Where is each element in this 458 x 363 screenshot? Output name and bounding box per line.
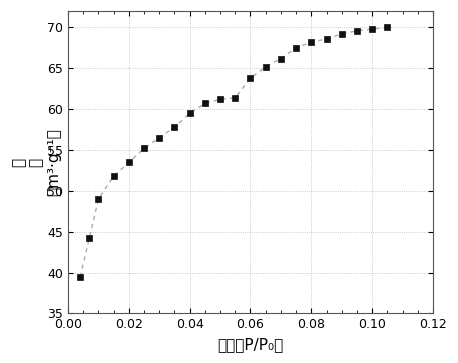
Y-axis label: 体
积
（m³·g⁻¹）: 体 积 （m³·g⁻¹） (11, 129, 61, 196)
X-axis label: 压强（P/P₀）: 压强（P/P₀） (218, 337, 284, 352)
